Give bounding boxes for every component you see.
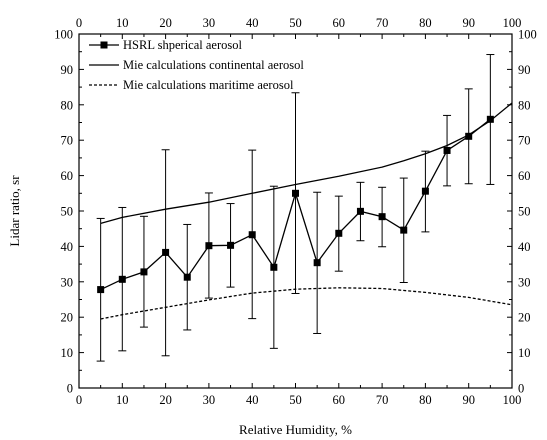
y-tick-label-right: 70 <box>518 134 531 148</box>
series-line-2 <box>100 287 513 320</box>
data-point-marker <box>97 286 105 294</box>
series-line-1 <box>100 102 513 225</box>
data-point-marker <box>378 213 386 221</box>
data-point-marker <box>465 132 473 140</box>
x-tick-label-bottom: 60 <box>333 393 346 407</box>
y-tick-label-right: 10 <box>518 346 531 360</box>
data-point-marker <box>486 115 494 123</box>
y-axis-title: Lidar ratio, sr <box>7 175 22 247</box>
y-tick-label-left: 0 <box>67 382 73 396</box>
legend: HSRL shperical aerosol Mie calculations … <box>89 38 304 92</box>
x-tick-label-top: 80 <box>419 16 432 30</box>
y-tick-label-left: 90 <box>61 63 74 77</box>
legend-label-hsrl: HSRL shperical aerosol <box>123 38 242 52</box>
data-point-marker <box>118 275 126 283</box>
x-tick-label-top: 40 <box>246 16 259 30</box>
data-point-marker <box>313 259 321 267</box>
y-tick-label-left: 70 <box>61 134 74 148</box>
y-tick-label-right: 80 <box>518 98 531 112</box>
x-tick-label-bottom: 30 <box>203 393 216 407</box>
y-tick-label-left: 30 <box>61 275 74 289</box>
legend-marker-hsrl <box>100 41 108 49</box>
y-tick-label-left: 100 <box>54 28 73 42</box>
x-tick-label-top: 10 <box>116 16 129 30</box>
data-point-marker <box>292 189 299 197</box>
error-bars <box>96 54 495 362</box>
data-point-marker <box>443 146 451 154</box>
x-tick-label-bottom: 10 <box>116 393 129 407</box>
y-tick-label-left: 10 <box>61 346 74 360</box>
y-tick-label-right: 100 <box>518 28 537 42</box>
y-tick-label-left: 60 <box>61 169 74 183</box>
legend-label-continental: Mie calculations continental aerosol <box>123 58 304 72</box>
x-tick-label-bottom: 80 <box>419 393 432 407</box>
y-tick-label-right: 20 <box>518 311 531 325</box>
x-tick-label-bottom: 90 <box>462 393 475 407</box>
y-tick-label-left: 50 <box>61 205 74 219</box>
data-point-marker <box>227 241 235 249</box>
y-tick-label-right: 60 <box>518 169 531 183</box>
axis-tick-labels: 0010102020303040405050606070708080909010… <box>54 16 537 407</box>
data-point-marker <box>421 187 429 195</box>
x-tick-label-bottom: 70 <box>376 393 389 407</box>
x-tick-label-bottom: 50 <box>289 393 302 407</box>
x-tick-label-top: 100 <box>503 16 522 30</box>
x-tick-label-top: 70 <box>376 16 389 30</box>
x-tick-label-top: 0 <box>76 16 82 30</box>
y-tick-label-right: 90 <box>518 63 531 77</box>
x-tick-label-bottom: 40 <box>246 393 259 407</box>
x-tick-label-top: 60 <box>333 16 346 30</box>
data-markers <box>97 115 494 294</box>
x-tick-label-bottom: 20 <box>159 393 172 407</box>
x-tick-label-top: 30 <box>203 16 216 30</box>
y-tick-label-left: 80 <box>61 98 74 112</box>
x-axis-title: Relative Humidity, % <box>239 422 352 437</box>
x-tick-label-top: 50 <box>289 16 302 30</box>
y-tick-label-left: 40 <box>61 240 74 254</box>
x-tick-label-bottom: 100 <box>503 393 522 407</box>
y-tick-label-right: 0 <box>518 382 524 396</box>
data-point-marker <box>270 263 278 271</box>
data-point-marker <box>248 231 256 239</box>
y-tick-label-right: 30 <box>518 275 531 289</box>
data-point-marker <box>205 242 213 250</box>
data-point-marker <box>356 207 364 215</box>
data-point-marker <box>162 248 170 256</box>
x-tick-label-top: 20 <box>159 16 172 30</box>
data-point-marker <box>400 226 408 234</box>
legend-label-maritime: Mie calculations maritime aerosol <box>123 78 294 92</box>
data-point-marker <box>335 229 343 237</box>
x-tick-label-top: 90 <box>462 16 475 30</box>
data-point-marker <box>183 273 191 281</box>
y-tick-label-right: 40 <box>518 240 531 254</box>
y-tick-label-right: 50 <box>518 205 531 219</box>
x-tick-label-bottom: 0 <box>76 393 82 407</box>
data-point-marker <box>140 268 148 276</box>
y-tick-label-left: 20 <box>61 311 74 325</box>
series-lines <box>100 102 513 320</box>
axis-ticks <box>78 33 513 389</box>
